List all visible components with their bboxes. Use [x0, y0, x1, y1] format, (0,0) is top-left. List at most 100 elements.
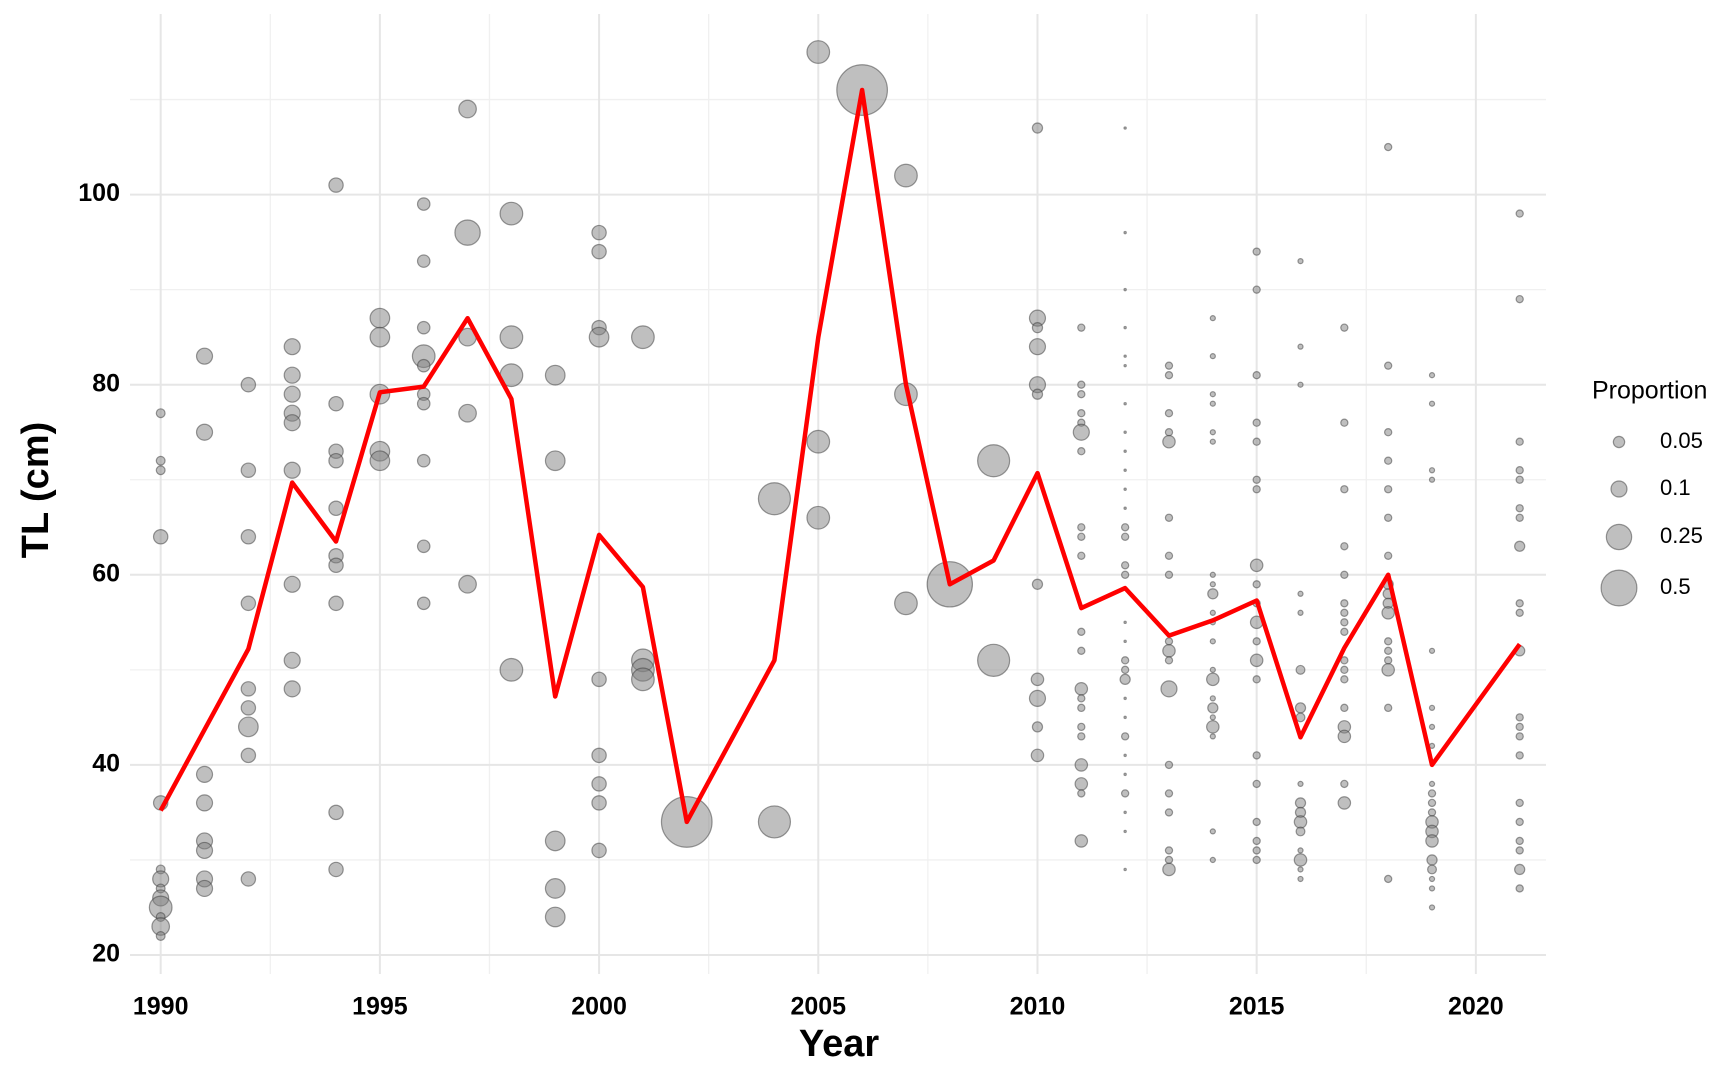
bubble	[1209, 828, 1216, 835]
bubble	[1297, 257, 1304, 265]
bubble	[1209, 438, 1216, 445]
bubble	[1428, 723, 1436, 731]
bubble	[1294, 702, 1307, 714]
bubble	[1384, 456, 1393, 465]
bubble	[1515, 608, 1524, 617]
bubble	[1252, 580, 1261, 589]
y-tick-label: 40	[92, 750, 120, 778]
bubble	[1340, 323, 1349, 332]
bubble	[1164, 637, 1174, 646]
bubble	[240, 700, 257, 716]
bubble	[544, 450, 566, 472]
bubble	[1031, 122, 1044, 134]
legend-bubble	[1612, 435, 1626, 449]
bubble	[328, 595, 344, 612]
bubble	[1164, 846, 1174, 855]
bubble	[1209, 315, 1216, 322]
bubble	[806, 505, 831, 530]
bubble	[1028, 689, 1047, 707]
bubble	[1077, 323, 1086, 332]
bubble	[1340, 599, 1349, 608]
legend-bubble	[1605, 523, 1633, 551]
bubble	[1337, 796, 1352, 810]
bubble	[1252, 675, 1261, 684]
bubble	[240, 871, 257, 887]
bubble	[237, 716, 259, 738]
bubble	[1384, 485, 1393, 494]
bubble	[1426, 854, 1438, 866]
bubble	[1294, 797, 1307, 809]
bubble	[1384, 361, 1393, 370]
bubble	[1123, 287, 1127, 292]
bubble	[1297, 381, 1304, 388]
bubble	[1164, 855, 1174, 865]
legend-title: Proportion	[1592, 377, 1707, 405]
bubble	[544, 830, 566, 852]
bubble	[1252, 779, 1261, 789]
bubble	[1209, 391, 1216, 398]
bubble	[1293, 853, 1308, 867]
bubble	[1252, 418, 1261, 427]
bubble	[1123, 867, 1127, 872]
bubble	[1340, 418, 1349, 427]
bubble	[1515, 836, 1524, 846]
bubble	[1031, 721, 1044, 733]
bubble	[416, 358, 431, 373]
bubble	[1515, 294, 1524, 304]
bubble	[1123, 468, 1127, 472]
bubble	[1384, 513, 1393, 522]
bubble	[1515, 437, 1524, 446]
bubble	[1252, 846, 1261, 855]
bubble	[1427, 798, 1437, 808]
bubble	[1384, 874, 1393, 884]
bubble	[1340, 656, 1349, 665]
bubble	[1428, 780, 1436, 788]
bubble	[1120, 570, 1130, 579]
bubble	[195, 423, 214, 441]
bubble	[1425, 834, 1439, 848]
bubble	[1252, 485, 1261, 494]
bubble	[454, 219, 481, 246]
bubble	[1384, 656, 1393, 665]
bubble	[328, 861, 344, 878]
bubble	[757, 805, 792, 839]
bubble	[1384, 551, 1393, 560]
bubble	[1072, 423, 1090, 441]
bubble	[1031, 322, 1044, 334]
bubble	[1514, 540, 1526, 552]
bubble	[1252, 371, 1261, 380]
bubble	[195, 841, 214, 860]
bubble	[240, 529, 257, 545]
bubble	[369, 307, 391, 329]
bubble	[806, 429, 831, 454]
bubble	[1077, 532, 1086, 541]
legend-bubble	[1610, 480, 1628, 498]
bubble	[1120, 656, 1130, 665]
bubble	[1077, 694, 1086, 703]
bubble	[1120, 523, 1130, 532]
bubble	[1295, 826, 1306, 837]
bubble	[195, 765, 214, 783]
bubble	[1123, 715, 1127, 720]
bubble	[328, 452, 344, 469]
bubble	[1297, 866, 1304, 873]
bubble	[1428, 467, 1436, 474]
bubble	[1209, 353, 1216, 360]
bubble	[1123, 363, 1127, 368]
bubble	[155, 408, 166, 419]
bubble	[1249, 558, 1264, 573]
bubble	[1207, 702, 1219, 714]
bubble	[1252, 247, 1261, 256]
bubble	[1209, 695, 1216, 702]
bubble	[1427, 808, 1437, 817]
bubble	[1209, 429, 1216, 436]
bubble	[240, 462, 257, 478]
bubble	[416, 453, 431, 468]
bubble	[1428, 704, 1436, 711]
bubble	[1252, 817, 1261, 827]
bubble	[1252, 437, 1261, 446]
bubble	[1209, 571, 1216, 578]
bubble	[591, 776, 607, 792]
bubble	[1209, 400, 1216, 407]
bubble	[1384, 428, 1393, 437]
